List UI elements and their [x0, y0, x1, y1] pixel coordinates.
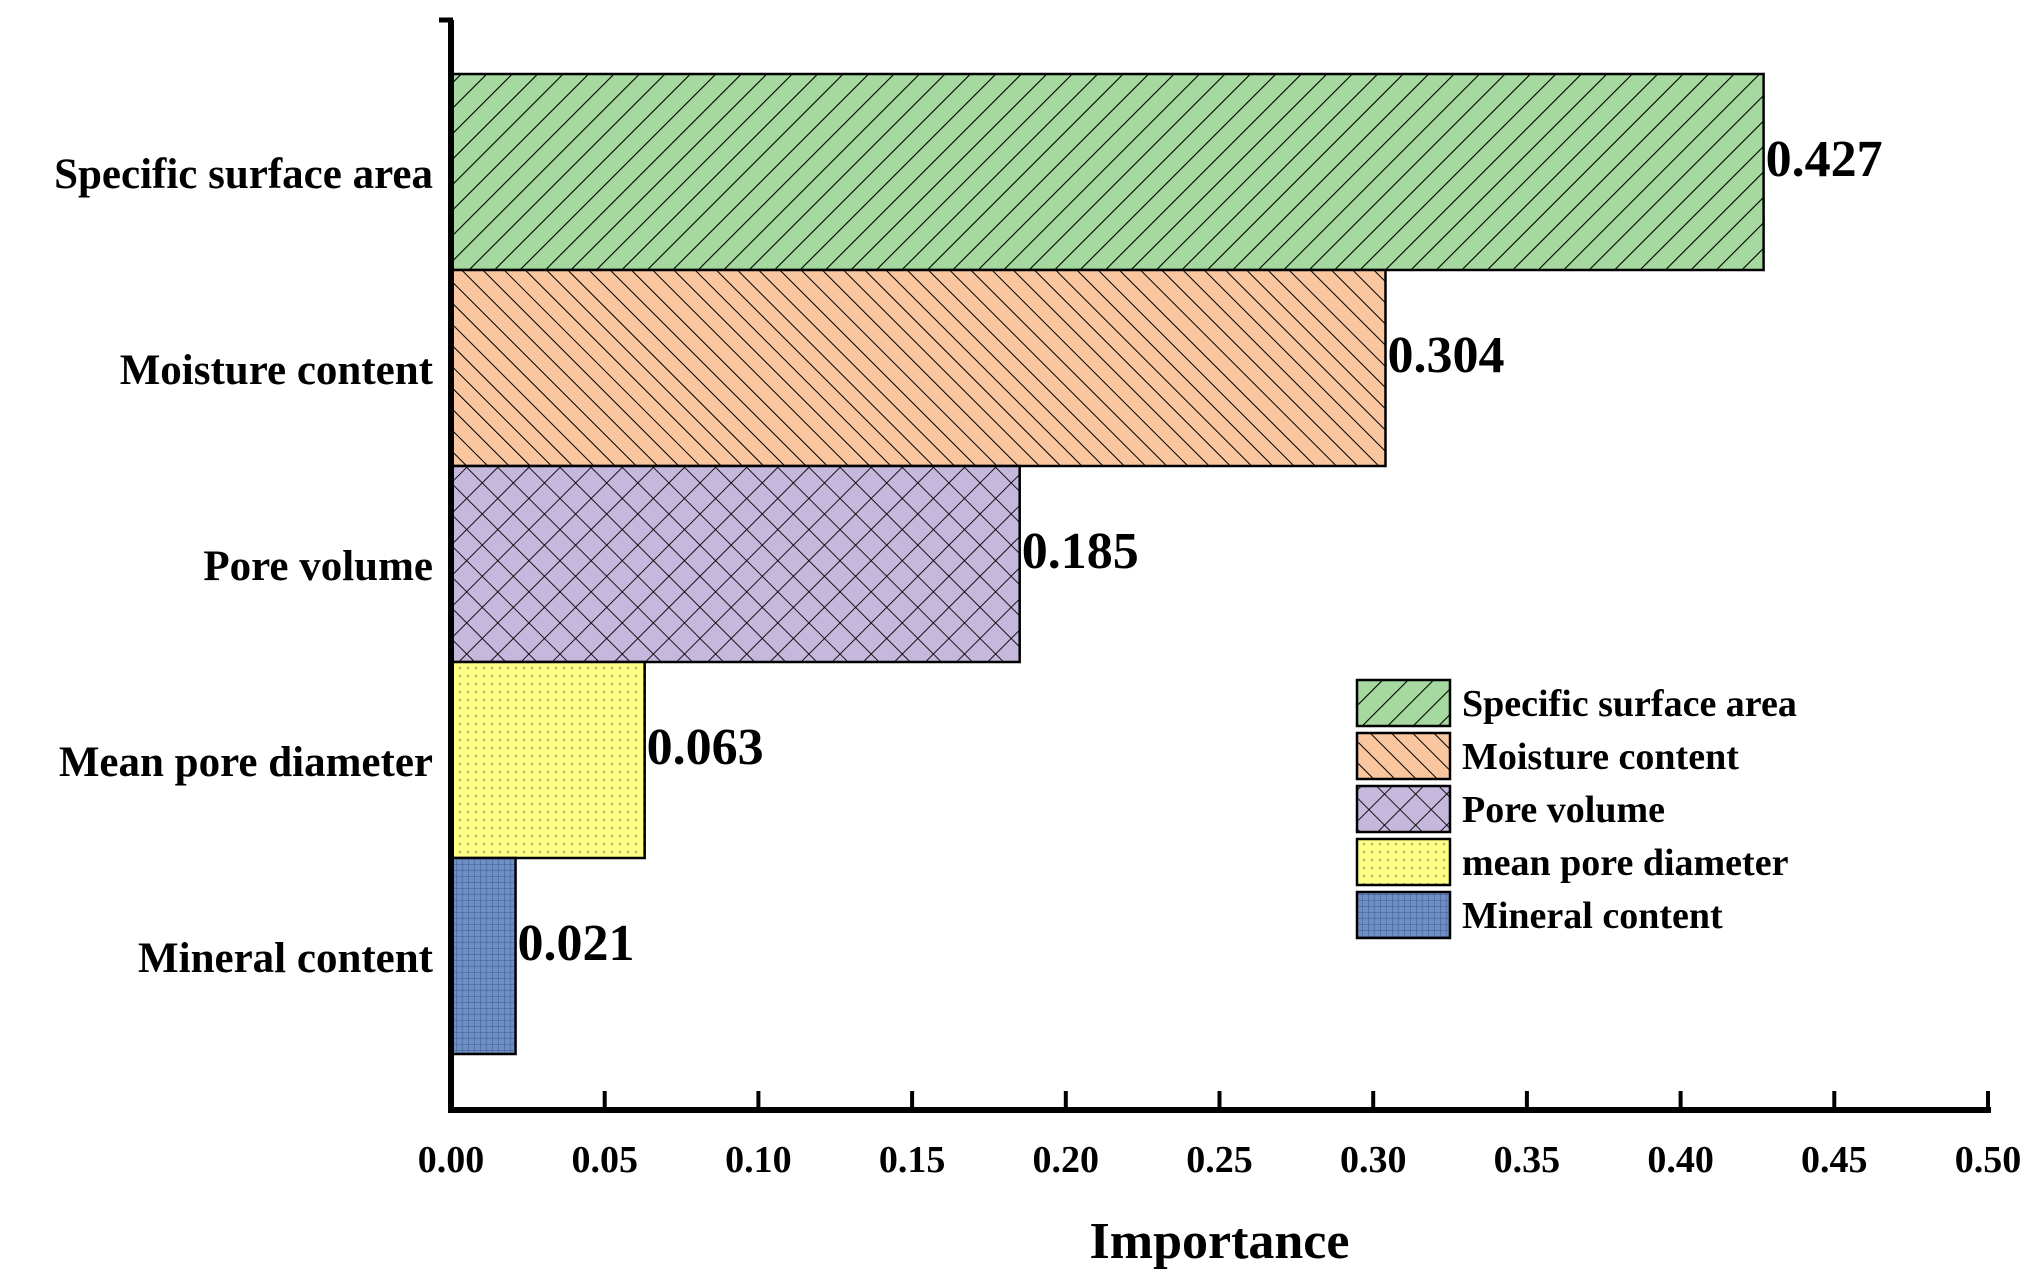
legend-label-5: Mineral content — [1462, 895, 1723, 937]
x-tick-label-1: 0.00 — [418, 1139, 485, 1181]
bar-5 — [449, 856, 517, 1056]
bar-2 — [449, 268, 1387, 468]
bar-3 — [449, 464, 1021, 664]
legend-swatch-3 — [1355, 784, 1452, 834]
category-labels-group: Specific surface area Moisture content Por… — [54, 151, 434, 982]
legend: Specific surface area Moisture content Por… — [1355, 678, 1797, 940]
bar-value-label-2: 0.304 — [1387, 327, 1504, 384]
x-ticks-group: 0.00 0.05 0.10 0.15 0.20 0.25 0.30 0.35 0.40 0.45… — [418, 1091, 2022, 1181]
legend-swatch-1 — [1355, 678, 1452, 728]
x-tick-label-5: 0.20 — [1033, 1139, 1100, 1181]
legend-swatch-2 — [1355, 731, 1452, 781]
category-label-1: Specific surface area — [54, 151, 433, 198]
legend-swatch-4 — [1355, 837, 1452, 887]
x-tick-label-3: 0.10 — [725, 1139, 792, 1181]
category-label-2: Moisture content — [120, 347, 434, 394]
x-axis-title: Importance — [1090, 1213, 1350, 1270]
legend-label-3: Pore volume — [1462, 789, 1665, 831]
category-label-3: Pore volume — [203, 543, 433, 590]
legend-swatch-5 — [1355, 890, 1452, 940]
bar-4 — [449, 660, 646, 860]
x-tick-label-11: 0.50 — [1955, 1139, 2022, 1181]
x-tick-label-10: 0.45 — [1801, 1139, 1868, 1181]
value-labels-group: 0.427 0.304 0.185 0.063 0.021 — [518, 131, 1883, 972]
bar-value-label-1: 0.427 — [1766, 131, 1883, 188]
bar-value-label-3: 0.185 — [1022, 523, 1139, 580]
x-tick-label-9: 0.40 — [1647, 1139, 1714, 1181]
bar-value-label-5: 0.021 — [518, 915, 635, 972]
x-tick-label-8: 0.35 — [1494, 1139, 1561, 1181]
legend-label-4: mean pore diameter — [1462, 842, 1789, 884]
legend-label-2: Moisture content — [1462, 736, 1739, 778]
legend-label-1: Specific surface area — [1462, 683, 1797, 725]
bar-value-label-4: 0.063 — [647, 719, 764, 776]
x-tick-label-7: 0.30 — [1340, 1139, 1407, 1181]
x-tick-label-4: 0.15 — [879, 1139, 946, 1181]
bar-1 — [449, 72, 1765, 272]
category-label-4: Mean pore diameter — [59, 739, 433, 786]
x-tick-label-2: 0.05 — [571, 1139, 638, 1181]
bars-group — [449, 72, 1765, 1056]
category-label-5: Mineral content — [138, 935, 434, 982]
x-tick-label-6: 0.25 — [1186, 1139, 1253, 1181]
